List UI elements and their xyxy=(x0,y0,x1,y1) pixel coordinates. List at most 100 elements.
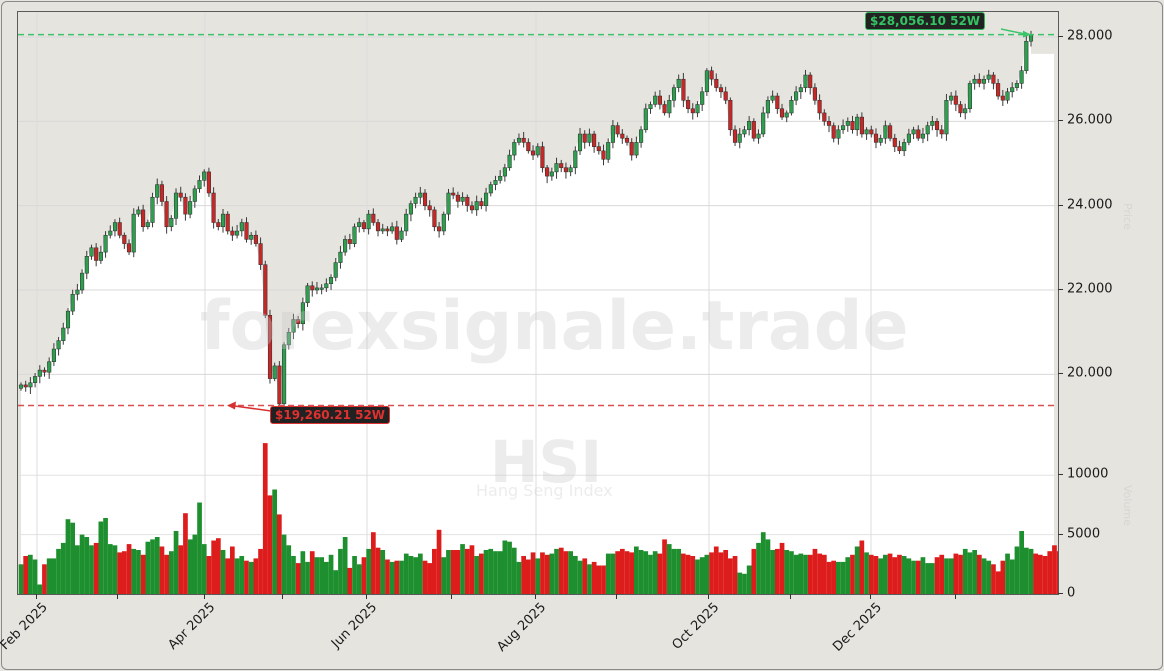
volume-bar xyxy=(526,559,531,594)
volume-bar xyxy=(46,558,52,594)
volume-bar xyxy=(497,551,503,594)
date-tick-mark xyxy=(708,594,709,599)
volume-bar xyxy=(474,556,479,594)
volume-bar xyxy=(291,556,296,594)
volume-bar xyxy=(713,546,719,594)
candle-down xyxy=(225,213,230,232)
volume-bar xyxy=(375,547,381,594)
candle-down xyxy=(686,100,691,109)
volume-bar xyxy=(403,553,409,594)
candle-down xyxy=(808,74,813,88)
volume-bar xyxy=(549,553,555,594)
volume-bar xyxy=(822,554,827,594)
volume-bar xyxy=(347,567,353,594)
candle-up xyxy=(272,365,277,379)
volume-tick-mark xyxy=(1058,533,1063,535)
volume-bar xyxy=(140,554,146,594)
candle-up xyxy=(737,133,742,143)
volume-bar xyxy=(37,584,43,594)
candle-up xyxy=(366,213,371,230)
candle-up xyxy=(235,230,240,236)
candle-down xyxy=(869,129,874,135)
candle-down xyxy=(277,365,282,405)
candle-down xyxy=(455,194,460,202)
volume-bar xyxy=(197,502,202,594)
candle-up xyxy=(1005,91,1010,101)
volume-bar xyxy=(277,514,282,594)
volume-bar xyxy=(906,558,912,594)
volume-bar xyxy=(558,547,564,594)
volume-bar xyxy=(352,556,357,594)
plot-area[interactable] xyxy=(17,11,1059,595)
volume-bar xyxy=(432,548,437,594)
volume-bar xyxy=(150,539,155,594)
candle-up xyxy=(963,108,968,114)
candle-up xyxy=(291,319,296,333)
volume-bar xyxy=(1014,546,1020,594)
volume-bar xyxy=(51,558,57,594)
volume-bar xyxy=(436,529,442,594)
volume-bar xyxy=(746,565,752,594)
candle-down xyxy=(732,129,738,143)
candle-up xyxy=(357,222,362,227)
candle-down xyxy=(888,125,893,139)
candle-down xyxy=(953,95,958,105)
volume-bar xyxy=(920,557,926,594)
volume-bar xyxy=(742,573,747,594)
date-tick-mark xyxy=(955,594,956,599)
candle-down xyxy=(831,125,836,139)
candle-up xyxy=(845,121,850,126)
candle-up xyxy=(343,239,348,253)
volume-bar xyxy=(201,544,207,594)
candle-down xyxy=(347,239,352,244)
volume-bar xyxy=(79,534,85,594)
volume-tick-label: 10000 xyxy=(1067,466,1109,482)
price-tick-label: 26.000 xyxy=(1067,112,1113,128)
52w-low-arrow xyxy=(230,404,272,412)
volume-bar xyxy=(1052,545,1057,594)
candle-down xyxy=(958,104,963,114)
volume-bar xyxy=(272,489,277,594)
volume-bar xyxy=(544,554,550,594)
candle-down xyxy=(310,285,315,291)
candle-up xyxy=(484,192,489,206)
volume-bar xyxy=(981,558,987,594)
candle-up xyxy=(765,100,770,114)
volume-bar xyxy=(540,552,545,594)
volume-bar xyxy=(864,552,869,594)
candle-up xyxy=(883,125,888,139)
volume-bar xyxy=(75,545,80,594)
volume-bar xyxy=(591,561,597,594)
volume-bar xyxy=(328,554,334,594)
candle-up xyxy=(145,222,150,227)
candle-up xyxy=(328,277,334,284)
candle-up xyxy=(577,133,583,152)
candle-up xyxy=(986,74,991,80)
volume-bar xyxy=(446,550,451,594)
candle-down xyxy=(540,146,545,168)
volume-bar xyxy=(122,551,127,594)
candle-up xyxy=(131,213,136,253)
candle-up xyxy=(667,100,672,114)
volume-bar xyxy=(521,556,526,594)
candle-down xyxy=(563,167,568,173)
volume-bar xyxy=(789,551,794,594)
volume-bar xyxy=(413,557,418,594)
candlestick-chart[interactable] xyxy=(18,12,1058,594)
candle-up xyxy=(493,180,498,185)
volume-bar xyxy=(629,552,634,594)
volume-bar xyxy=(399,560,404,594)
volume-bar xyxy=(934,557,940,594)
volume-bar xyxy=(192,534,198,594)
volume-bar xyxy=(681,553,686,594)
candle-up xyxy=(784,112,789,118)
candle-up xyxy=(488,184,493,194)
52w-high-badge: $28,056.10 52W xyxy=(865,12,986,30)
volume-bar xyxy=(234,558,240,594)
volume-bar xyxy=(775,548,780,594)
candle-up xyxy=(554,163,559,173)
candle-down xyxy=(582,133,587,143)
volume-bar xyxy=(944,558,949,594)
candle-down xyxy=(545,167,550,177)
price-tick-mark xyxy=(1058,289,1063,290)
